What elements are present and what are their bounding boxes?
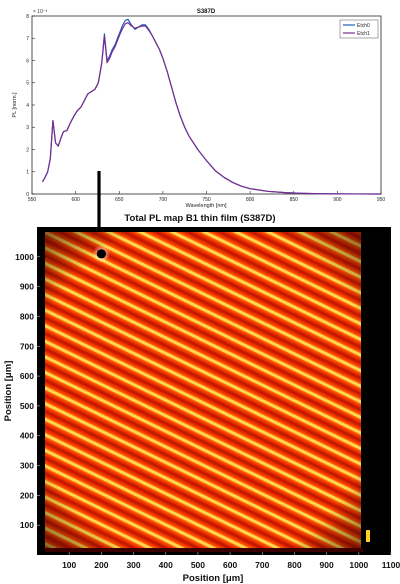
spectrum-y-tick-label: 2: [26, 147, 29, 153]
pl-map-y-tick-label: 300: [20, 461, 34, 471]
pl-map-x-tick-label: 700: [255, 560, 269, 570]
pl-map-x-tick-label: 100: [62, 560, 76, 570]
pl-map-y-tick-label: 1000: [15, 252, 34, 262]
pl-map-x-tick-label: 800: [287, 560, 301, 570]
pl-map-x-tick-label: 1000: [349, 560, 368, 570]
spectrum-x-tick-label: 750: [202, 197, 211, 203]
pl-map-marker: [96, 249, 106, 259]
pl-map-x-label: Position [μm]: [183, 573, 244, 584]
spectrum-x-tick-label: 950: [377, 197, 386, 203]
series-line-etch1: [41, 22, 382, 195]
spectrum-y-tick-label: 0: [26, 192, 29, 198]
spectrum-x-tick-label: 700: [159, 197, 168, 203]
spectrum-y-tick-label: 5: [26, 81, 29, 87]
pl-map-y-label: Position [μm]: [3, 361, 14, 422]
legend-label-etch1: Etch1: [357, 31, 370, 37]
spectrum-x-tick-label: 550: [28, 197, 37, 203]
spectrum-y-tick-label: 3: [26, 125, 29, 131]
pl-map-x-tick-label: 200: [94, 560, 108, 570]
pl-map-x-ticks: 100 200 300 400 500 600 700 800 900 1000 1100: [62, 552, 400, 570]
pl-map-y-ticks: 100 200 300 400 500 600 700 800 900 1000: [15, 252, 40, 530]
pl-map-y-tick-label: 900: [20, 282, 34, 292]
pl-map-x-tick-label: 500: [191, 560, 205, 570]
pl-map-chart: Total PL map B1 thin film (S387D) 100 200…: [3, 213, 400, 584]
pl-map-title: Total PL map B1 thin film (S387D): [124, 213, 275, 224]
spectrum-y-tick-label: 8: [26, 14, 29, 20]
pl-map-right-dark-band: [361, 227, 391, 555]
legend-label-etch0: Etch0: [357, 23, 370, 29]
spectrum-y-label: PL [norm.]: [12, 92, 18, 118]
pl-map-y-tick-label: 800: [20, 311, 34, 321]
spectrum-x-tick-label: 600: [71, 197, 80, 203]
spectrum-plot-area: [31, 15, 382, 195]
pl-map-bottom-edge: [45, 548, 363, 552]
pl-map-y-tick-label: 700: [20, 341, 34, 351]
spectrum-x-tick-label: 800: [246, 197, 255, 203]
spectrum-y-ticks: 0 1 2 3 4 5 6 7 8: [26, 14, 35, 198]
spectrum-y-tick-label: 7: [26, 36, 29, 42]
pl-map-y-tick-label: 400: [20, 431, 34, 441]
pl-map-x-tick-label: 300: [126, 560, 140, 570]
spectrum-x-tick-label: 850: [290, 197, 299, 203]
pl-map-y-tick-label: 500: [20, 401, 34, 411]
pl-map-y-tick-label: 600: [20, 371, 34, 381]
spectrum-y-tick-label: 6: [26, 58, 29, 64]
spectrum-y-tick-label: 4: [26, 103, 29, 109]
spectrum-chart: S387D × 10⁻³ 0 1 2 3 4 5 6 7 8 550 600 650 700 750 80…: [12, 9, 385, 209]
spectrum-legend: Etch0 Etch1: [339, 19, 379, 39]
pl-map-x-tick-label: 600: [223, 560, 237, 570]
spectrum-y-tick-label: 1: [26, 170, 29, 176]
spectrum-x-label: Wavelength [nm]: [185, 203, 227, 209]
pl-map-x-tick-label: 1100: [382, 560, 400, 570]
pl-map-y-tick-label: 200: [20, 490, 34, 500]
spectrum-y-exponent: × 10⁻³: [33, 9, 48, 15]
pl-map-x-tick-label: 400: [159, 560, 173, 570]
pl-map-x-tick-label: 900: [320, 560, 334, 570]
spectrum-x-tick-label: 900: [333, 197, 342, 203]
spectrum-title: S387D: [197, 9, 216, 15]
pl-map-corner-spot: [366, 530, 370, 542]
spectrum-lines: [41, 18, 382, 195]
pl-map-edge-shade: [45, 232, 363, 552]
spectrum-x-tick-label: 650: [115, 197, 124, 203]
pl-map-y-tick-label: 100: [20, 520, 34, 530]
